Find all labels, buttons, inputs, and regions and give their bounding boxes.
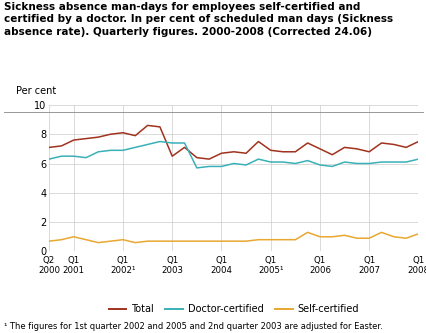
Legend: Total, Doctor-certified, Self-certified: Total, Doctor-certified, Self-certified [104,300,362,318]
Text: Per cent: Per cent [16,86,56,96]
Text: Sickness absence man-days for employees self-certified and
certified by a doctor: Sickness absence man-days for employees … [4,2,392,37]
Text: ¹ The figures for 1st quarter 2002 and 2005 and 2nd quarter 2003 are adjusted fo: ¹ The figures for 1st quarter 2002 and 2… [4,322,382,331]
